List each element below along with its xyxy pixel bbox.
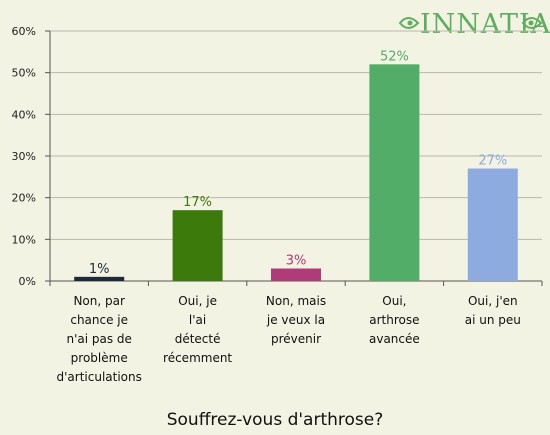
- bar: [74, 276, 125, 281]
- data-label: 1%: [89, 262, 110, 277]
- data-label: 27%: [478, 154, 507, 169]
- innatia-logo: INNATIA: [398, 9, 550, 40]
- category-label-line: Oui, j'en: [468, 294, 518, 308]
- data-label: 3%: [286, 254, 307, 269]
- bar: [271, 268, 321, 281]
- category-label-line: Non, par: [73, 294, 125, 308]
- category-label-line: Non, mais: [266, 294, 326, 308]
- logo-text: INNATIA: [420, 9, 550, 40]
- category-label: Oui, je l'ai détecté récemment: [163, 294, 232, 365]
- category-label: Non, par chance je n'ai pas de problème d'ar…: [57, 294, 142, 384]
- category-label-line: Oui, je: [178, 294, 217, 308]
- data-label: 17%: [183, 195, 212, 210]
- category-label: Oui, arthrose avancée: [369, 294, 420, 346]
- y-tick-label: 20%: [12, 192, 36, 205]
- data-label: 52%: [380, 49, 409, 64]
- bars: [74, 64, 518, 281]
- category-label-line: chance je: [70, 313, 128, 327]
- category-label-line: détecté: [175, 332, 221, 346]
- category-label-line: arthrose: [369, 313, 419, 327]
- bar: [172, 210, 223, 281]
- category-label-line: l'ai: [189, 313, 206, 327]
- category-label-line: d'articulations: [57, 370, 142, 384]
- category-label-line: ai un peu: [465, 313, 521, 327]
- category-labels: Non, par chance je n'ai pas de problème d'ar…: [57, 294, 521, 384]
- category-label-line: Oui,: [382, 294, 406, 308]
- y-tick-label: 60%: [12, 25, 36, 38]
- y-tick-label: 10%: [12, 233, 36, 246]
- y-tick-label: 40%: [12, 108, 36, 121]
- category-label: Non, mais je veux la prévenir: [266, 294, 326, 346]
- category-label-line: avancée: [369, 332, 420, 346]
- leaf-left-icon: [398, 17, 420, 29]
- bar: [369, 64, 420, 281]
- y-tick-label: 30%: [12, 150, 36, 163]
- y-tick-label: 50%: [12, 67, 36, 80]
- category-label-line: récemment: [163, 351, 232, 365]
- category-label-line: prévenir: [271, 332, 321, 346]
- category-label-line: n'ai pas de: [66, 332, 131, 346]
- bar: [467, 168, 518, 281]
- y-tick-label: 0%: [19, 275, 36, 288]
- category-label: Oui, j'en ai un peu: [465, 294, 521, 327]
- gridlines: [50, 30, 542, 240]
- category-label-line: problème: [71, 351, 128, 365]
- chart-title: Souffrez-vous d'arthrose?: [167, 410, 384, 430]
- axes: [45, 30, 543, 286]
- category-label-line: je veux la: [266, 313, 325, 327]
- y-tick-labels: 0% 10% 20% 30% 40% 50% 60%: [12, 25, 36, 288]
- leaf-right-icon: [521, 17, 543, 29]
- value-labels: 1% 17% 3% 52% 27%: [89, 49, 507, 277]
